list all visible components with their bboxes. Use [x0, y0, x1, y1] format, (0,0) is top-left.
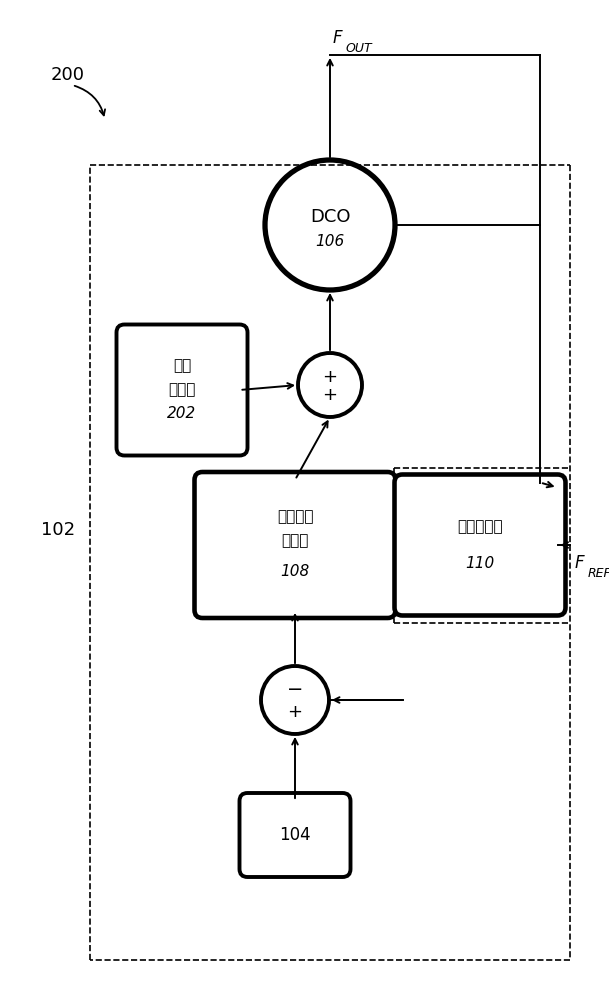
- Text: +: +: [323, 386, 337, 404]
- Text: DCO: DCO: [310, 208, 350, 226]
- Text: 104: 104: [279, 826, 311, 844]
- Text: +: +: [287, 703, 303, 721]
- Text: 随机: 随机: [173, 359, 191, 373]
- Text: 数字环路: 数字环路: [276, 510, 313, 524]
- Text: 202: 202: [167, 406, 197, 422]
- FancyBboxPatch shape: [116, 324, 247, 456]
- Circle shape: [265, 160, 395, 290]
- Text: +: +: [323, 368, 337, 386]
- Text: 频率计数器: 频率计数器: [457, 520, 503, 534]
- Text: F: F: [575, 554, 585, 572]
- Text: 102: 102: [41, 521, 75, 539]
- Text: 滤波器: 滤波器: [281, 534, 309, 548]
- FancyBboxPatch shape: [194, 472, 395, 618]
- Circle shape: [298, 353, 362, 417]
- Text: 106: 106: [315, 233, 345, 248]
- Text: 110: 110: [465, 556, 495, 570]
- Text: OUT: OUT: [346, 42, 373, 55]
- Text: REF: REF: [588, 567, 609, 580]
- Text: 108: 108: [280, 564, 309, 578]
- FancyBboxPatch shape: [395, 475, 566, 615]
- FancyBboxPatch shape: [239, 793, 351, 877]
- Circle shape: [261, 666, 329, 734]
- Text: F: F: [333, 29, 343, 47]
- Text: 200: 200: [51, 66, 85, 84]
- Text: −: −: [287, 680, 303, 700]
- Text: 生成器: 生成器: [168, 382, 195, 397]
